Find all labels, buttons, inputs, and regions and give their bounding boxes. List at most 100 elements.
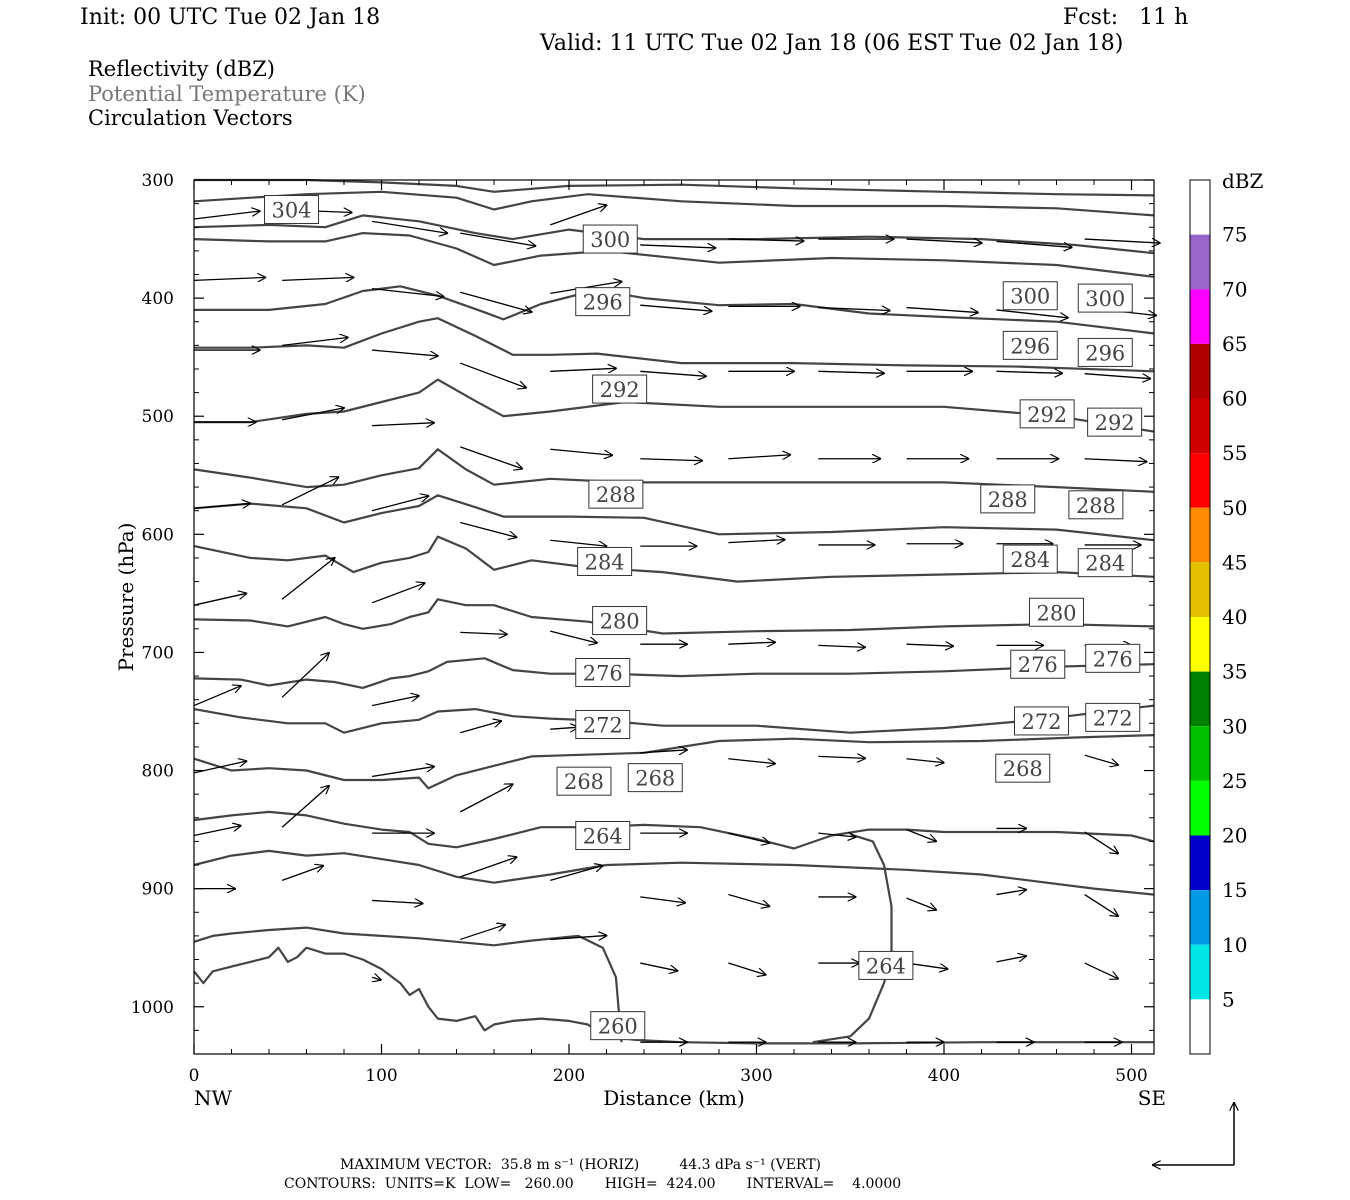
colorbar-label: 55 bbox=[1222, 441, 1247, 465]
circulation-vector bbox=[372, 220, 448, 233]
contour-label: 276 bbox=[1010, 649, 1066, 679]
circulation-vector bbox=[728, 540, 785, 543]
circulation-vector bbox=[818, 308, 890, 311]
contour-label: 276 bbox=[575, 658, 631, 688]
circulation-vector bbox=[996, 371, 1064, 373]
contour-label: 280 bbox=[1029, 597, 1084, 627]
circulation-vector bbox=[996, 240, 1073, 247]
x-tick-label: 500 bbox=[1115, 1066, 1147, 1086]
circulation-vector bbox=[282, 408, 345, 421]
colorbar-unit: dBZ bbox=[1222, 169, 1264, 193]
circulation-vector bbox=[728, 893, 770, 907]
colorbar-label: 10 bbox=[1222, 933, 1247, 957]
contour-line-300-2 bbox=[193, 214, 1155, 255]
circulation-vector bbox=[193, 211, 261, 220]
circulation-vector bbox=[282, 277, 354, 280]
circulation-vector bbox=[460, 291, 532, 312]
contour-label: 268 bbox=[556, 766, 612, 796]
circulation-vector bbox=[728, 642, 776, 644]
circulation-vector bbox=[550, 368, 617, 371]
circulation-vector bbox=[550, 539, 607, 546]
contour-label-text: 296 bbox=[1085, 341, 1125, 365]
contour-label: 296 bbox=[1002, 330, 1058, 360]
circulation-vector bbox=[371, 496, 429, 512]
x-axis-label: Distance (km) bbox=[603, 1086, 745, 1110]
colorbar-label: 30 bbox=[1222, 714, 1247, 738]
circulation-vector bbox=[193, 826, 242, 837]
circulation-vector bbox=[640, 245, 716, 248]
colorbar-label: 40 bbox=[1222, 605, 1247, 629]
contour-label-text: 304 bbox=[271, 199, 311, 223]
circulation-vector bbox=[460, 521, 517, 538]
circulation-vector bbox=[459, 784, 513, 813]
circulation-vector bbox=[728, 962, 766, 975]
contour-line-302-1 bbox=[193, 190, 1155, 217]
colorbar-label: 15 bbox=[1222, 878, 1247, 902]
circulation-vector bbox=[460, 362, 527, 388]
y-tick-label: 400 bbox=[142, 289, 174, 309]
circulation-vector bbox=[372, 977, 382, 980]
contour-label-text: 300 bbox=[1010, 285, 1050, 309]
colorbar-label: 45 bbox=[1222, 550, 1247, 574]
circulation-vector bbox=[818, 833, 856, 837]
y-tick-label: 300 bbox=[142, 171, 174, 191]
colorbar-label: 65 bbox=[1222, 332, 1247, 356]
contour-label: 288 bbox=[1068, 490, 1124, 520]
contour-line-294-5 bbox=[194, 317, 1155, 373]
circulation-vector bbox=[728, 239, 804, 241]
contour-label-text: 288 bbox=[1076, 494, 1116, 518]
circulation-vector bbox=[460, 924, 506, 941]
plot-frame bbox=[193, 179, 1155, 1055]
circulation-vector bbox=[460, 632, 508, 634]
x-tick-label: 200 bbox=[553, 1066, 585, 1086]
contour-label: 272 bbox=[1014, 706, 1069, 736]
circulation-vector bbox=[1084, 373, 1152, 379]
colorbar-segment bbox=[1190, 726, 1210, 781]
circulation-vector bbox=[372, 900, 423, 903]
circulation-vector bbox=[906, 306, 979, 313]
contour-label-text: 264 bbox=[583, 825, 623, 849]
contour-label-text: 280 bbox=[1036, 601, 1076, 625]
contours-note: CONTOURS: UNITS=K LOW= 260.00 HIGH= 424.… bbox=[284, 1176, 902, 1192]
colorbar-label: 5 bbox=[1222, 987, 1235, 1011]
contour-label: 304 bbox=[264, 195, 319, 225]
contour-label: 280 bbox=[592, 606, 648, 636]
contour-label: 268 bbox=[995, 753, 1051, 783]
y-tick-label: 600 bbox=[142, 525, 174, 545]
contour-label-text: 268 bbox=[1003, 757, 1043, 781]
contour-label: 272 bbox=[1085, 702, 1141, 732]
circulation-vector bbox=[906, 644, 955, 646]
contour-label-text: 288 bbox=[988, 488, 1028, 512]
circulation-vector bbox=[996, 309, 1069, 318]
contour-label-text: 292 bbox=[1027, 403, 1067, 427]
x-end-label-se: SE bbox=[1138, 1086, 1166, 1110]
circulation-vector bbox=[371, 696, 420, 707]
colorbar-segment bbox=[1190, 835, 1210, 891]
contour-label: 288 bbox=[588, 479, 644, 509]
contour-line-270-14 bbox=[193, 810, 1155, 850]
y-tick-label: 700 bbox=[142, 643, 174, 663]
colorbar-label: 20 bbox=[1222, 824, 1247, 848]
circulation-vector bbox=[372, 423, 435, 426]
contour-label-text: 276 bbox=[583, 662, 623, 686]
colorbar-label: 35 bbox=[1222, 660, 1247, 684]
contour-label-text: 260 bbox=[598, 1015, 638, 1039]
circulation-vector bbox=[281, 785, 330, 828]
contour-label: 300 bbox=[1002, 281, 1058, 311]
circulation-vector bbox=[996, 956, 1027, 963]
circulation-vector bbox=[1084, 894, 1119, 917]
contour-label: 300 bbox=[1077, 283, 1133, 313]
contour-label: 296 bbox=[1077, 337, 1133, 367]
circulation-vector bbox=[281, 557, 335, 600]
contour-label-text: 296 bbox=[583, 291, 623, 315]
circulation-vector bbox=[550, 727, 579, 729]
contour-line-288-8 bbox=[193, 494, 1155, 542]
colorbar-segment bbox=[1190, 180, 1210, 235]
circulation-vector bbox=[728, 758, 776, 764]
colorbar-segment bbox=[1190, 453, 1210, 508]
colorbar-segment bbox=[1190, 289, 1210, 344]
x-tick-label: 0 bbox=[189, 1066, 200, 1086]
circulation-vector bbox=[818, 645, 866, 647]
contour-label-text: 300 bbox=[1085, 287, 1125, 311]
